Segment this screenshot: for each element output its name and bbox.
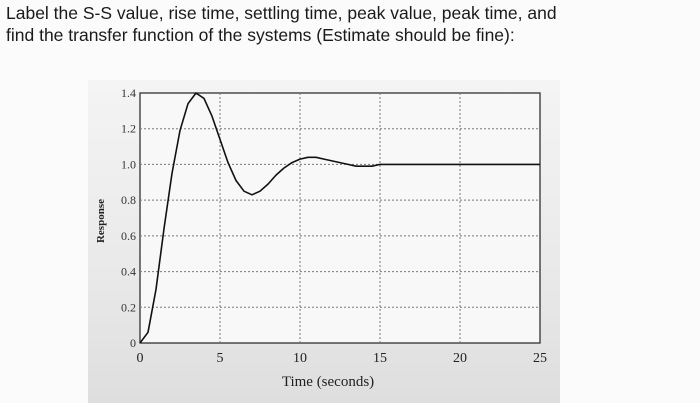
response-curve bbox=[139, 92, 540, 344]
x-gridlines bbox=[219, 93, 461, 343]
y-tick-label: 0.2 bbox=[121, 300, 136, 314]
y-axis-title: Response bbox=[95, 199, 107, 243]
y-tick-label: 0 bbox=[130, 336, 136, 350]
x-tick-label: 0 bbox=[137, 351, 144, 366]
x-axis-title: Time (seconds) bbox=[282, 374, 374, 390]
x-tick-label: 25 bbox=[533, 351, 547, 366]
x-tick-label: 15 bbox=[373, 351, 387, 366]
y-tick-label: 1.0 bbox=[121, 157, 136, 171]
x-tick-label: 20 bbox=[453, 351, 467, 366]
x-tick-labels: 0 5 10 15 20 25 bbox=[137, 351, 548, 366]
y-tick-label: 1.4 bbox=[121, 86, 136, 100]
y-tick-label: 0.4 bbox=[121, 265, 136, 279]
y-tick-label: 1.2 bbox=[121, 122, 136, 136]
question-text: Label the S-S value, rise time, settling… bbox=[6, 2, 696, 46]
y-tick-label: 0.8 bbox=[121, 193, 136, 207]
plot-area bbox=[139, 92, 541, 344]
x-tick-label: 10 bbox=[293, 351, 307, 366]
question-line-2: find the transfer function of the system… bbox=[6, 25, 515, 45]
y-tick-label: 0.6 bbox=[121, 229, 136, 243]
x-tick-label: 5 bbox=[217, 351, 224, 366]
question-line-1: Label the S-S value, rise time, settling… bbox=[6, 3, 557, 23]
y-tick-labels: 0 0.2 0.4 0.6 0.8 1.0 1.2 1.4 bbox=[121, 86, 136, 350]
